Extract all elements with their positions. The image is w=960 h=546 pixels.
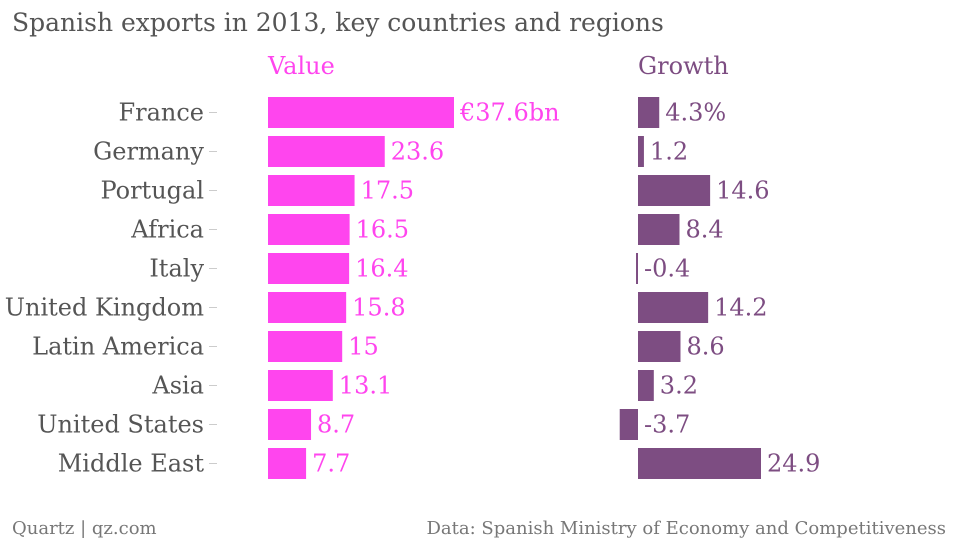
footer-credit: Quartz | qz.com: [12, 518, 157, 539]
growth-label-united-states: -3.7: [644, 411, 690, 439]
category-label-france: France: [118, 99, 204, 127]
value-bar-portugal: [268, 175, 355, 206]
growth-label-asia: 3.2: [660, 372, 698, 400]
category-label-germany: Germany: [93, 138, 204, 166]
value-bar-africa: [268, 214, 350, 245]
value-label-latin-america: 15: [348, 333, 379, 361]
value-label-italy: 16.4: [355, 255, 408, 283]
category-label-united-states: United States: [37, 411, 204, 439]
category-label-latin-america: Latin America: [32, 333, 204, 361]
footer-source: Data: Spanish Ministry of Economy and Co…: [426, 518, 946, 539]
value-label-asia: 13.1: [339, 372, 392, 400]
category-label-italy: Italy: [149, 255, 204, 283]
value-bar-france: [268, 97, 454, 128]
category-label-asia: Asia: [151, 372, 204, 400]
value-bar-middle-east: [268, 448, 307, 479]
growth-label-portugal: 14.6: [716, 177, 769, 205]
category-label-united-kingdom: United Kingdom: [5, 294, 204, 322]
category-label-africa: Africa: [130, 216, 204, 244]
growth-bar-united-states: [619, 409, 638, 440]
growth-label-germany: 1.2: [650, 138, 688, 166]
value-label-united-states: 8.7: [317, 411, 355, 439]
growth-label-united-kingdom: 14.2: [714, 294, 767, 322]
value-panel-title: Value: [267, 52, 335, 80]
growth-panel-title: Growth: [638, 52, 729, 80]
value-bar-germany: [268, 136, 385, 167]
growth-label-italy: -0.4: [644, 255, 690, 283]
growth-bar-asia: [638, 370, 654, 401]
growth-label-middle-east: 24.9: [767, 450, 820, 478]
growth-bar-africa: [638, 214, 680, 245]
chart-title: Spanish exports in 2013, key countries a…: [12, 8, 664, 37]
growth-bar-france: [638, 97, 660, 128]
growth-bar-italy: [636, 253, 638, 284]
value-bar-asia: [268, 370, 333, 401]
value-label-france: €37.6bn: [459, 99, 560, 127]
growth-bar-united-kingdom: [638, 292, 709, 323]
value-bar-italy: [268, 253, 350, 284]
growth-bar-germany: [638, 136, 644, 167]
category-label-middle-east: Middle East: [58, 450, 205, 478]
category-label-portugal: Portugal: [100, 177, 204, 205]
value-label-middle-east: 7.7: [312, 450, 350, 478]
growth-label-france: 4.3%: [665, 99, 726, 127]
value-bar-latin-america: [268, 331, 343, 362]
value-label-germany: 23.6: [391, 138, 444, 166]
growth-label-africa: 8.4: [685, 216, 723, 244]
growth-label-latin-america: 8.6: [686, 333, 724, 361]
value-label-united-kingdom: 15.8: [352, 294, 405, 322]
value-bar-united-states: [268, 409, 312, 440]
value-bar-united-kingdom: [268, 292, 347, 323]
growth-bar-middle-east: [638, 448, 761, 479]
growth-bar-portugal: [638, 175, 711, 206]
value-label-portugal: 17.5: [361, 177, 414, 205]
value-label-africa: 16.5: [356, 216, 409, 244]
growth-bar-latin-america: [638, 331, 681, 362]
